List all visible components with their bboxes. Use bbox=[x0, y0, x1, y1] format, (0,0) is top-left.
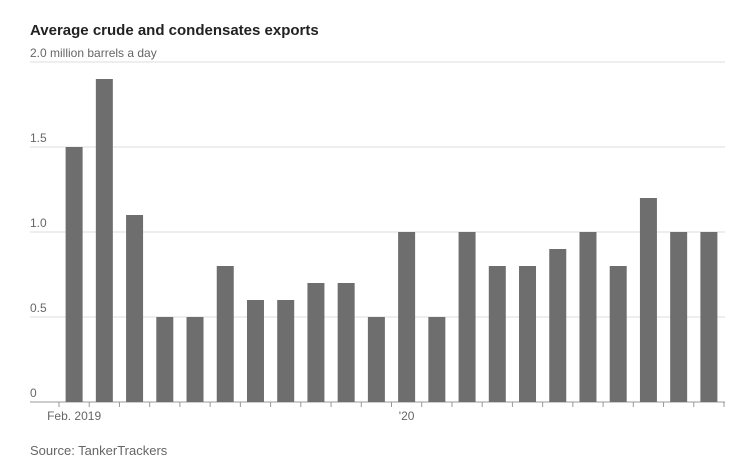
bar bbox=[126, 215, 144, 402]
bar bbox=[670, 232, 688, 402]
bar bbox=[639, 198, 657, 402]
bar bbox=[367, 317, 385, 402]
x-tick-label: Feb. 2019 bbox=[47, 409, 101, 423]
y-tick-label: 2.0 million barrels a day bbox=[30, 46, 157, 60]
y-tick-label: 1.5 bbox=[30, 131, 47, 145]
bar bbox=[65, 147, 83, 402]
x-tick-label: '20 bbox=[399, 409, 415, 423]
bar bbox=[700, 232, 718, 402]
bar bbox=[519, 266, 537, 402]
bar bbox=[277, 300, 295, 402]
y-tick-label: 0.5 bbox=[30, 301, 47, 315]
bar bbox=[246, 300, 264, 402]
bar bbox=[398, 232, 416, 402]
bar bbox=[216, 266, 234, 402]
chart-title: Average crude and condensates exports bbox=[30, 22, 319, 39]
bar bbox=[307, 283, 325, 402]
bar bbox=[579, 232, 597, 402]
bar bbox=[428, 317, 446, 402]
bar bbox=[186, 317, 204, 402]
bar bbox=[609, 266, 627, 402]
bar bbox=[95, 79, 113, 402]
bar bbox=[488, 266, 506, 402]
bar bbox=[337, 283, 355, 402]
y-tick-label: 1.0 bbox=[30, 216, 47, 230]
bar bbox=[549, 249, 567, 402]
bar bbox=[156, 317, 174, 402]
source: Source: TankerTrackers bbox=[30, 443, 168, 458]
bar bbox=[458, 232, 476, 402]
y-tick-label: 0 bbox=[30, 386, 37, 400]
